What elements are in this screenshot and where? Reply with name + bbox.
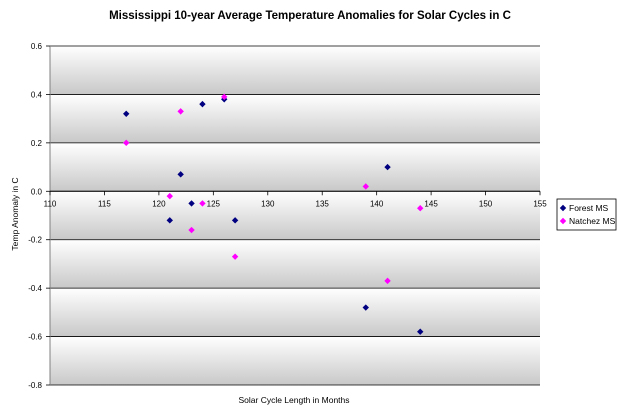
- data-point-natchez-ms: [417, 205, 424, 212]
- x-tick-label: 130: [261, 199, 275, 208]
- x-axis-label: Solar Cycle Length in Months: [238, 395, 349, 405]
- data-point-natchez-ms: [188, 226, 195, 234]
- x-tick-label: 145: [424, 199, 438, 208]
- y-tick-label: 0.4: [31, 90, 43, 99]
- plot-band: [50, 46, 540, 95]
- legend-marker: [559, 217, 567, 225]
- plot-area: [50, 46, 540, 385]
- data-point-forest-ms: [166, 217, 173, 224]
- data-point-forest-ms: [188, 200, 195, 207]
- x-tick-label: 125: [207, 199, 221, 208]
- legend: Forest MS Natchez MS: [556, 198, 617, 231]
- y-tick-label: -0.4: [28, 284, 42, 293]
- data-point-forest-ms: [417, 328, 424, 335]
- legend-box: [556, 198, 617, 231]
- x-tick-label: 140: [370, 199, 384, 208]
- x-tick-label: 115: [98, 199, 111, 208]
- data-point-natchez-ms: [123, 139, 130, 147]
- plot-band: [50, 336, 540, 385]
- y-axis-ticks: 0.6 0.4 0.2 0.0 -0.2 -0.4 -0.6 -0.8: [28, 42, 50, 390]
- x-tick-label: 120: [152, 199, 166, 208]
- data-point-natchez-ms: [362, 183, 369, 190]
- y-axis-label: Temp Anomaly in C: [10, 177, 20, 250]
- plot-band: [50, 288, 540, 337]
- x-tick-label: 135: [316, 199, 330, 208]
- x-axis-ticks: 110 115 120 125 130 135 140 145 150 155: [44, 191, 547, 208]
- y-tick-label: 0.0: [31, 187, 43, 196]
- data-point-natchez-ms: [221, 93, 228, 101]
- y-tick-label: -0.8: [28, 381, 42, 390]
- plot-band: [50, 94, 540, 143]
- data-point-forest-ms: [177, 171, 184, 178]
- axes: [49, 46, 540, 385]
- x-tick-label: 150: [479, 199, 493, 208]
- y-tick-label: -0.2: [28, 236, 42, 245]
- chart-title: Mississippi 10-year Average Temperature …: [109, 10, 511, 22]
- data-point-natchez-ms: [231, 253, 239, 260]
- data-points: [123, 93, 424, 335]
- data-point-forest-ms: [384, 163, 391, 171]
- y-tick-label: -0.6: [28, 333, 42, 342]
- data-point-forest-ms: [231, 217, 239, 224]
- x-tick-label: 110: [44, 199, 57, 208]
- data-point-natchez-ms: [177, 108, 184, 115]
- legend-marker: [559, 204, 567, 212]
- data-point-natchez-ms: [384, 277, 391, 285]
- data-point-natchez-ms: [166, 192, 173, 200]
- x-tick-label: 155: [533, 199, 547, 208]
- y-tick-label: 0.2: [31, 139, 43, 148]
- plot-band: [50, 142, 540, 192]
- data-point-forest-ms: [199, 100, 206, 108]
- data-point-forest-ms: [123, 110, 130, 117]
- legend-label: Natchez MS: [569, 216, 616, 226]
- plot-band: [50, 239, 540, 289]
- legend-label: Forest MS: [569, 203, 609, 213]
- y-tick-label: 0.6: [31, 42, 43, 51]
- data-point-forest-ms: [362, 304, 369, 311]
- plot-band: [50, 191, 540, 240]
- data-point-natchez-ms: [199, 200, 206, 207]
